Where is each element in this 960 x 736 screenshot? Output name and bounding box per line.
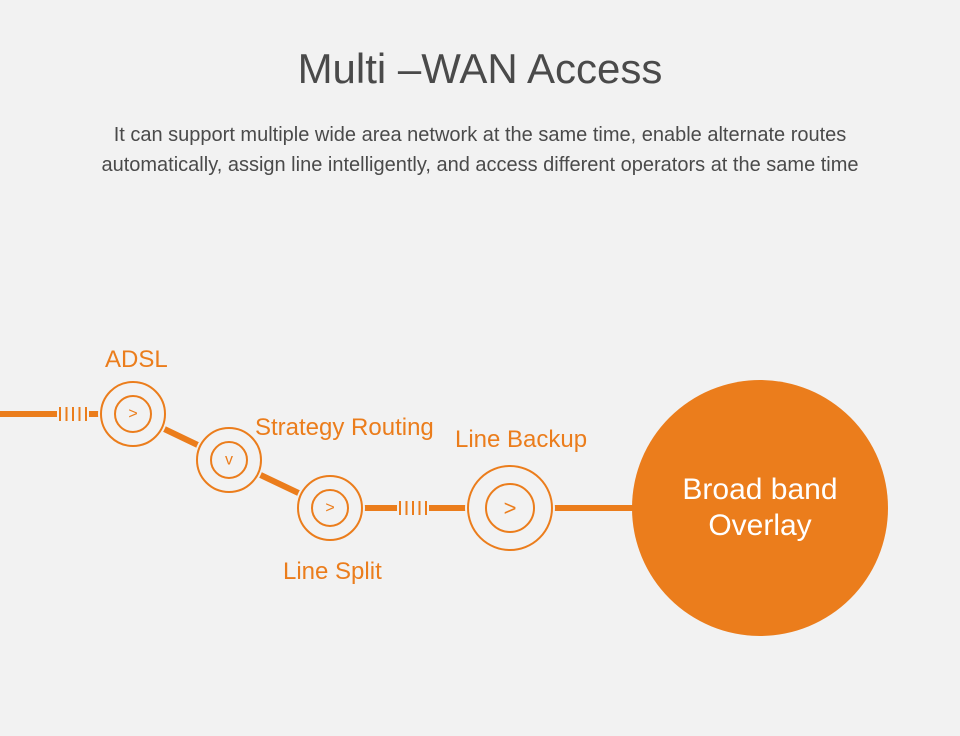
svg-text:>: > [128, 406, 137, 423]
node-adsl: > [98, 379, 168, 449]
svg-text:v: v [225, 452, 233, 469]
svg-text:>: > [504, 496, 517, 521]
endpoint-circle: Broad band Overlay [632, 380, 888, 636]
endpoint-line1: Broad band [682, 472, 837, 508]
node-line-split: > [295, 473, 365, 543]
label-line-split: Line Split [283, 558, 382, 586]
node-strategy-routing: v [194, 425, 264, 495]
endpoint-line2: Overlay [708, 508, 811, 544]
node-line-backup: > [465, 463, 555, 553]
label-line-backup: Line Backup [455, 426, 587, 454]
label-adsl: ADSL [105, 346, 168, 374]
svg-text:>: > [325, 500, 334, 517]
label-strategy-routing: Strategy Routing [255, 414, 434, 442]
